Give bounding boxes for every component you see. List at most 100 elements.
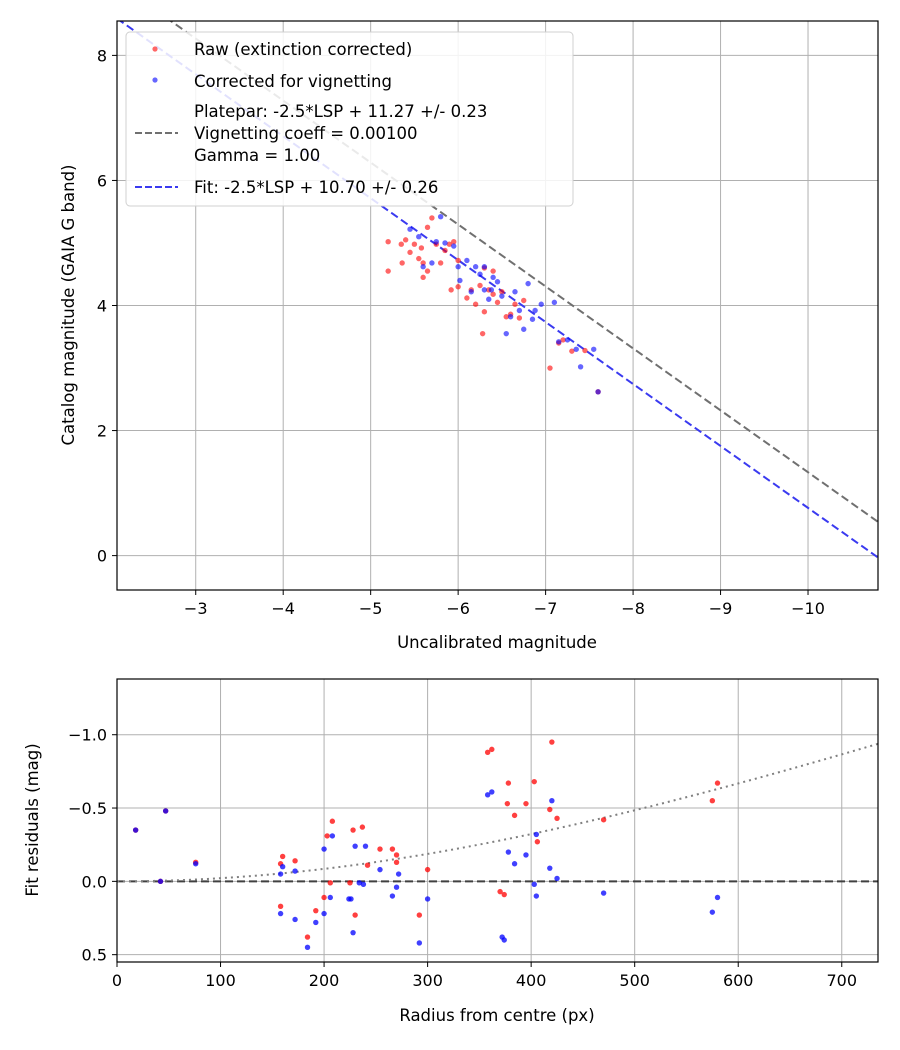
photometry-corrected-point <box>521 326 527 332</box>
photometry-corrected-point <box>442 240 448 246</box>
residuals-raw-point <box>389 846 396 852</box>
residuals-raw-point <box>484 749 491 756</box>
photometry-corrected-point <box>416 234 422 240</box>
photometry-raw-point <box>560 337 566 343</box>
photometry-x-tick-label: −10 <box>791 599 825 618</box>
residuals-raw-point <box>424 866 431 873</box>
residuals-raw-point <box>377 846 383 852</box>
residuals-x-tick-label: 600 <box>723 971 754 990</box>
residuals-corrected-point <box>600 890 607 896</box>
photometry-raw-point <box>418 245 425 251</box>
residuals-raw-point <box>364 862 371 868</box>
photometry-corrected-point <box>420 264 426 270</box>
photometry-corrected-point <box>591 346 597 352</box>
photometry-corrected-point <box>529 316 536 322</box>
residuals-corrected-point <box>313 919 319 926</box>
vignetting-curve <box>117 742 878 883</box>
legend-box <box>125 31 574 207</box>
residuals-raw-point <box>534 839 541 845</box>
residuals-corrected-point <box>489 789 495 795</box>
photometry-raw-point <box>437 260 444 266</box>
residuals-x-axis-label: Radius from centre (px) <box>399 1006 594 1025</box>
photometry-corrected-point <box>556 339 562 345</box>
residuals-plot-area <box>117 679 878 962</box>
residuals-x-tick-label: 100 <box>205 971 236 990</box>
residuals-corrected-point <box>549 798 555 804</box>
residuals-raw-point <box>504 800 511 807</box>
photometry-raw-point <box>455 284 461 290</box>
photometry-corrected-point <box>490 274 496 281</box>
photometry-raw-point <box>385 268 391 274</box>
residuals-corrected-point <box>277 871 284 877</box>
residuals-corrected-point <box>393 884 400 890</box>
photometry-raw-point <box>503 314 509 320</box>
residuals-raw-point <box>523 800 529 807</box>
photometry-corrected-point <box>577 364 584 370</box>
residuals-x-tick-label: 0 <box>112 971 122 990</box>
residuals-corrected-point <box>531 881 537 887</box>
legend-raw-label: Raw (extinction corrected) <box>194 40 412 59</box>
photometry-y-tick-label: 0 <box>97 547 107 566</box>
photometry-corrected-point <box>494 279 501 285</box>
photometry-corrected-point <box>429 260 435 266</box>
photometry-y-tick-label: 4 <box>97 297 107 316</box>
residuals-raw-point <box>324 833 330 839</box>
residuals-raw-point <box>531 778 537 785</box>
residuals-corrected-point <box>523 852 529 858</box>
photometry-x-tick-label: −3 <box>184 599 208 618</box>
residuals-corrected-point <box>511 861 518 867</box>
photometry-raw-point <box>420 260 426 266</box>
photometry-corrected-point <box>516 307 523 314</box>
residuals-x-tick-label: 400 <box>516 971 547 990</box>
photometry-raw-point <box>416 255 422 262</box>
photometry-raw-point <box>512 301 518 307</box>
residuals-raw-point <box>321 894 327 901</box>
photometry-corrected-point <box>437 214 444 220</box>
legend-vignetting-label: Vignetting coeff = 0.00100 <box>194 124 418 143</box>
residuals-corrected-point <box>329 833 336 839</box>
photometry-x-tick-label: −6 <box>446 599 470 618</box>
residuals-corrected-point <box>350 929 356 936</box>
residuals-raw-point <box>416 912 423 918</box>
photometry-corrected-point <box>407 226 413 232</box>
photometry-corrected-point <box>532 307 538 314</box>
photometry-corrected-point <box>564 337 571 343</box>
photometry-corrected-point <box>472 264 479 270</box>
legend-corrected-marker <box>152 77 158 83</box>
residuals-corrected-point <box>389 893 396 899</box>
residuals-corrected-point <box>356 880 362 886</box>
residuals-lines <box>117 742 878 883</box>
photometry-corrected-point <box>455 264 461 270</box>
photometry-corrected-point <box>538 301 544 307</box>
legend-raw-marker <box>152 46 158 52</box>
photometry-raw-point <box>420 274 426 281</box>
photometry-corrected-point <box>468 289 474 295</box>
residuals-corrected-point <box>395 871 402 877</box>
residuals-raw-point <box>327 880 333 886</box>
residuals-y-axis-label: Fit residuals (mag) <box>23 743 42 896</box>
residuals-raw-point <box>489 746 495 753</box>
residuals-raw-point <box>393 859 400 865</box>
residuals-x-tick-label: 300 <box>412 971 443 990</box>
photometry-raw-point <box>569 348 575 354</box>
residuals-corrected-point <box>321 846 327 852</box>
photometry-y-axis-label: Catalog magnitude (GAIA G band) <box>59 165 78 446</box>
photometry-y-tick-label: 8 <box>97 46 107 65</box>
photometry-corrected-point <box>525 280 531 287</box>
residuals-corrected-point <box>424 896 431 902</box>
photometry-y-tick-label: 2 <box>97 422 107 441</box>
residuals-x-tick-label: 200 <box>309 971 340 990</box>
residuals-corrected-point <box>501 937 507 943</box>
residuals-y-tick-label: −1.0 <box>68 726 107 745</box>
photometry-raw-point <box>477 282 483 289</box>
photometry-raw-point <box>398 241 404 247</box>
residuals-ticks: 0 100 200 300 400 500 600 700 0.5 0.0 −0.5 −1.0 <box>68 726 857 990</box>
photometry-corrected-point <box>451 243 457 249</box>
photometry-corrected-point <box>481 264 488 270</box>
residuals-corrected-point <box>362 843 369 849</box>
residuals-raw-point <box>347 880 353 886</box>
residuals-corrected-point <box>554 875 560 882</box>
photometry-corrected-point <box>512 289 518 295</box>
residuals-raw-point <box>709 798 716 804</box>
